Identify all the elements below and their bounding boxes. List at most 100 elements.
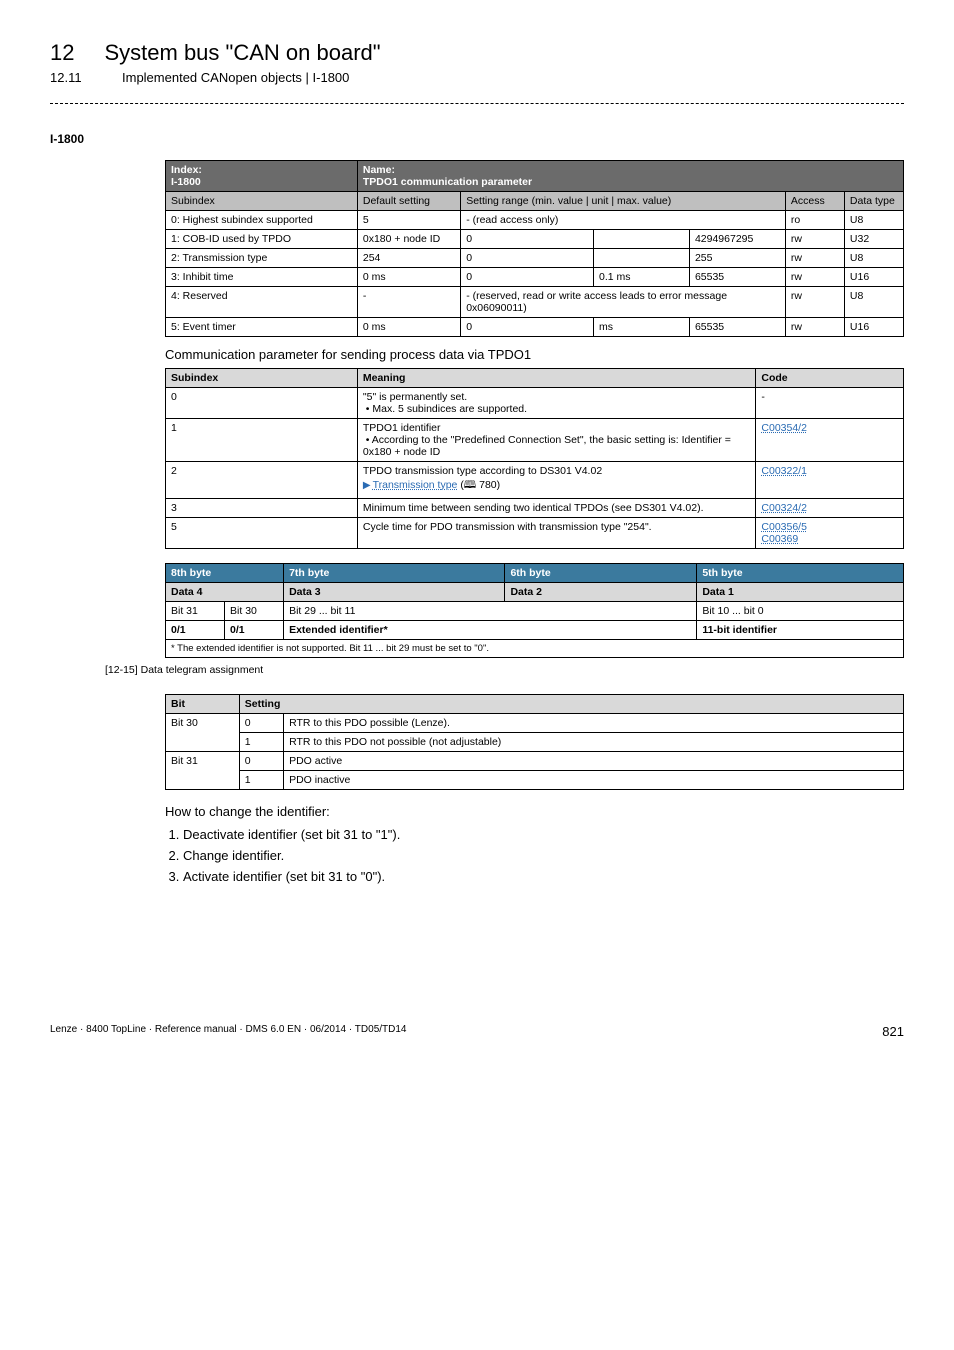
spec-max: 65535 xyxy=(689,268,785,287)
spec-default: 0 ms xyxy=(357,318,460,337)
col-dtype: Data type xyxy=(844,192,903,211)
byte-table-footnote: * The extended identifier is not support… xyxy=(166,640,904,658)
bit30-value: 0/1 xyxy=(225,621,284,640)
spec-unit xyxy=(594,249,690,268)
figure-caption: [12-15] Data telegram assignment xyxy=(105,664,904,676)
spec-subindex: 5: Event timer xyxy=(166,318,358,337)
divider-line xyxy=(50,103,904,104)
meaning-sub: 1 xyxy=(166,419,358,462)
col-subindex: Subindex xyxy=(166,192,358,211)
11bit-id-label: 11-bit identifier xyxy=(697,621,904,640)
code-link[interactable]: C00322/1 xyxy=(761,465,807,477)
spec-dtype: U32 xyxy=(844,230,903,249)
bitset-text: RTR to this PDO not possible (not adjust… xyxy=(284,733,904,752)
byte6-header: 6th byte xyxy=(505,564,697,583)
byte-table: 8th byte 7th byte 6th byte 5th byte Data… xyxy=(165,563,904,658)
meaning-sub: 2 xyxy=(166,462,358,499)
bitset-value: 0 xyxy=(239,714,283,733)
spec-access: rw xyxy=(785,268,844,287)
footer-text: Lenze · 8400 TopLine · Reference manual … xyxy=(50,1024,407,1039)
col-range: Setting range (min. value | unit | max. … xyxy=(461,192,786,211)
meaning-text: Minimum time between sending two identic… xyxy=(357,499,756,518)
spec-index-label: Index: xyxy=(171,164,202,176)
page-number: 821 xyxy=(882,1024,904,1039)
spec-max: 65535 xyxy=(689,318,785,337)
bit31-label: Bit 31 xyxy=(166,602,225,621)
spec-subindex: 4: Reserved xyxy=(166,287,358,318)
bit31-value: 0/1 xyxy=(166,621,225,640)
meaning-code: - xyxy=(756,388,904,419)
bit-setting-table: Bit Setting Bit 300RTR to this PDO possi… xyxy=(165,694,904,790)
spec-access: rw xyxy=(785,287,844,318)
spec-subindex: 0: Highest subindex supported xyxy=(166,211,358,230)
spec-access: rw xyxy=(785,249,844,268)
spec-default: 5 xyxy=(357,211,460,230)
spec-dtype: U8 xyxy=(844,249,903,268)
bitset-bit: Bit 30 xyxy=(166,714,240,752)
col-default: Default setting xyxy=(357,192,460,211)
spec-name-value: TPDO1 communication parameter xyxy=(363,176,532,188)
bitset-text: PDO active xyxy=(284,752,904,771)
ext-id-label: Extended identifier* xyxy=(284,621,697,640)
object-anchor: I-1800 xyxy=(50,132,904,146)
spec-subindex: 1: COB-ID used by TPDO xyxy=(166,230,358,249)
spec-dtype: U16 xyxy=(844,268,903,287)
spec-dtype: U8 xyxy=(844,287,903,318)
spec-name-cell: Name: TPDO1 communication parameter xyxy=(357,161,903,192)
bit10-0-label: Bit 10 ... bit 0 xyxy=(697,602,904,621)
data4-header: Data 4 xyxy=(166,583,284,602)
transmission-type-link[interactable]: Transmission type xyxy=(373,479,458,491)
page-ref: (🕮 780) xyxy=(460,479,500,491)
meaning-sub: 0 xyxy=(166,388,358,419)
meaning-text: TPDO1 identifier • According to the "Pre… xyxy=(357,419,756,462)
data1-header: Data 1 xyxy=(697,583,904,602)
section-number: 12.11 xyxy=(50,70,92,85)
meaning-text: "5" is permanently set. • Max. 5 subindi… xyxy=(357,388,756,419)
col-setting: Setting xyxy=(239,695,903,714)
code-link[interactable]: C00324/2 xyxy=(761,502,807,514)
step-1: Deactivate identifier (set bit 31 to "1"… xyxy=(183,827,904,842)
data3-header: Data 3 xyxy=(284,583,505,602)
code-link[interactable]: C00354/2 xyxy=(761,422,807,434)
bit30-label: Bit 30 xyxy=(225,602,284,621)
meaning-code: C00356/5C00369 xyxy=(756,518,904,549)
spec-unit: ms xyxy=(594,318,690,337)
spec-index-value: I-1800 xyxy=(171,176,201,188)
bitset-bit: Bit 31 xyxy=(166,752,240,790)
spec-dtype: U8 xyxy=(844,211,903,230)
col-bit: Bit xyxy=(166,695,240,714)
spec-min: 0 xyxy=(461,230,594,249)
spec-dtype: U16 xyxy=(844,318,903,337)
bitset-value: 1 xyxy=(239,733,283,752)
spec-min: 0 xyxy=(461,318,594,337)
code-link[interactable]: C00356/5 xyxy=(761,521,807,533)
byte5-header: 5th byte xyxy=(697,564,904,583)
spec-access: rw xyxy=(785,318,844,337)
col-code: Code xyxy=(756,369,904,388)
bit29-11-label: Bit 29 ... bit 11 xyxy=(284,602,697,621)
meaning-text: TPDO transmission type according to DS30… xyxy=(357,462,756,499)
bitset-text: RTR to this PDO possible (Lenze). xyxy=(284,714,904,733)
chapter-number: 12 xyxy=(50,40,74,66)
meaning-code: C00324/2 xyxy=(756,499,904,518)
spec-min: 0 xyxy=(461,249,594,268)
bitset-value: 0 xyxy=(239,752,283,771)
code-link[interactable]: C00369 xyxy=(761,533,798,545)
spec-max: 255 xyxy=(689,249,785,268)
meaning-sub: 5 xyxy=(166,518,358,549)
meaning-table: Subindex Meaning Code 0"5" is permanentl… xyxy=(165,368,904,549)
spec-max: 4294967295 xyxy=(689,230,785,249)
triangle-icon: ▶ xyxy=(363,480,371,491)
spec-range-merged: - (read access only) xyxy=(461,211,786,230)
data2-header: Data 2 xyxy=(505,583,697,602)
byte8-header: 8th byte xyxy=(166,564,284,583)
spec-subindex: 3: Inhibit time xyxy=(166,268,358,287)
steps-list: Deactivate identifier (set bit 31 to "1"… xyxy=(183,827,904,884)
chapter-title: System bus "CAN on board" xyxy=(104,40,380,66)
spec-default: 0 ms xyxy=(357,268,460,287)
section-title: Implemented CANopen objects | I-1800 xyxy=(122,70,349,85)
col-access: Access xyxy=(785,192,844,211)
meaning-code: C00354/2 xyxy=(756,419,904,462)
meaning-text: Cycle time for PDO transmission with tra… xyxy=(357,518,756,549)
spec-default: 254 xyxy=(357,249,460,268)
